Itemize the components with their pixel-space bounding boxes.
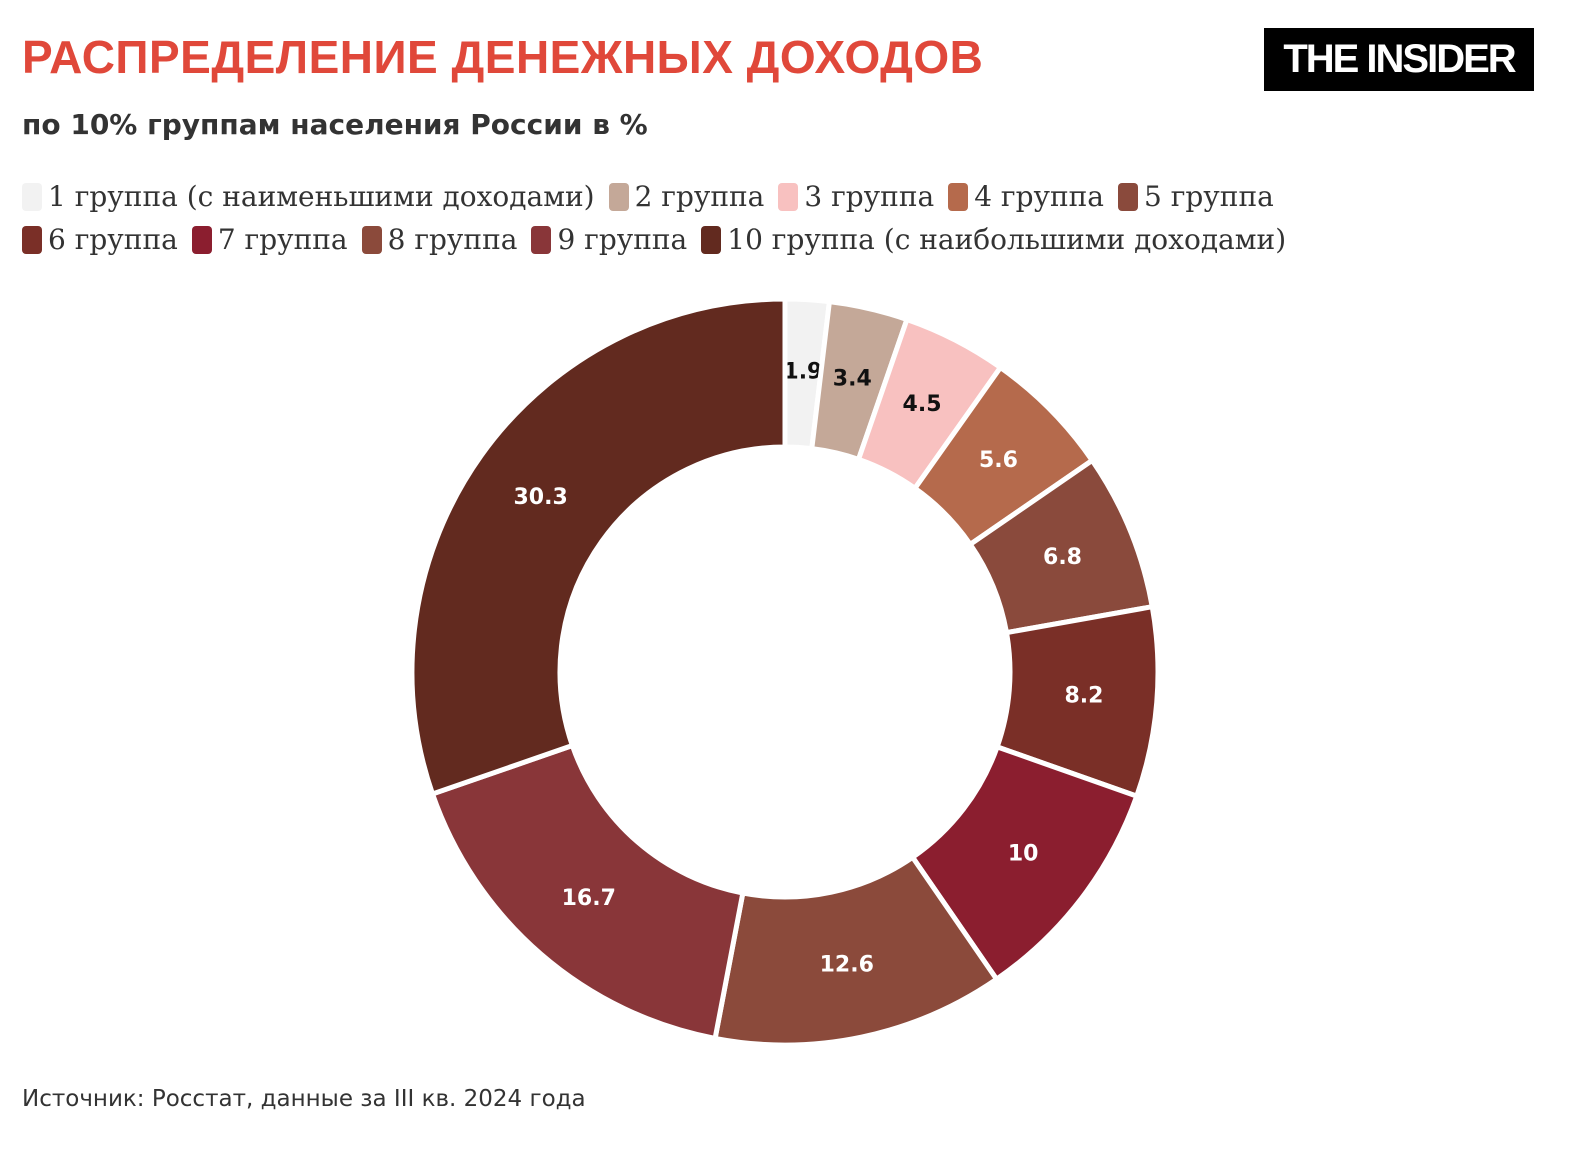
- legend-item: 1 группа (с наименьшими доходами): [22, 180, 595, 213]
- data-label: 30.3: [514, 485, 568, 510]
- legend-swatch: [701, 225, 722, 254]
- data-label: 3.4: [833, 367, 872, 392]
- legend-label: 2 группа: [634, 180, 765, 213]
- chart-title: РАСПРЕДЕЛЕНИЕ ДЕНЕЖНЫХ ДОХОДОВ: [22, 31, 984, 83]
- data-label: 12.6: [820, 953, 874, 978]
- legend-item: 4 группа: [948, 180, 1104, 213]
- data-label: 10: [1008, 841, 1039, 866]
- legend-item: 6 группа: [22, 223, 178, 256]
- legend-label: 4 группа: [974, 180, 1104, 213]
- legend-label: 7 группа: [217, 223, 348, 256]
- legend-swatch: [22, 225, 42, 254]
- legend: 1 группа (с наименьшими доходами) 2 групп…: [22, 180, 1422, 256]
- legend-swatch: [531, 225, 552, 254]
- legend-label: 1 группа (с наименьшими доходами): [48, 180, 595, 213]
- source: Источник: Росстат, данные за III кв. 202…: [22, 1086, 586, 1112]
- legend-swatch: [191, 225, 212, 254]
- data-label: 1.9: [783, 360, 822, 385]
- legend-swatch: [608, 182, 629, 211]
- data-label: 5.6: [979, 448, 1018, 473]
- legend-label: 8 группа: [387, 223, 518, 256]
- legend-swatch: [948, 182, 969, 211]
- data-label: 16.7: [562, 886, 616, 911]
- legend-label: 9 группа: [557, 223, 688, 256]
- legend-label: 6 группа: [48, 223, 178, 256]
- legend-item: 9 группа: [531, 223, 687, 256]
- data-label: 4.5: [903, 392, 942, 417]
- chart-subtitle: по 10% группам населения России в %: [22, 108, 648, 141]
- legend-label: 5 группа: [1144, 180, 1274, 213]
- legend-swatch: [778, 182, 799, 211]
- legend-swatch: [22, 182, 42, 211]
- legend-item: 7 группа: [191, 223, 348, 256]
- legend-item: 8 группа: [361, 223, 518, 256]
- logo: THE INSIDER: [1264, 28, 1534, 91]
- slice: [409, 296, 788, 798]
- legend-item: 5 группа: [1118, 180, 1274, 213]
- slice: [429, 742, 746, 1042]
- legend-item: 2 группа: [608, 180, 765, 213]
- legend-item: 3 группа: [778, 180, 934, 213]
- legend-label: 10 группа (с наибольшими доходами): [727, 223, 1287, 256]
- legend-item: 10 группа (с наибольшими доходами): [701, 223, 1286, 256]
- legend-swatch: [361, 225, 382, 254]
- legend-swatch: [1118, 182, 1138, 211]
- legend-label: 3 группа: [804, 180, 935, 213]
- data-label: 6.8: [1043, 545, 1082, 570]
- data-label: 8.2: [1065, 683, 1104, 708]
